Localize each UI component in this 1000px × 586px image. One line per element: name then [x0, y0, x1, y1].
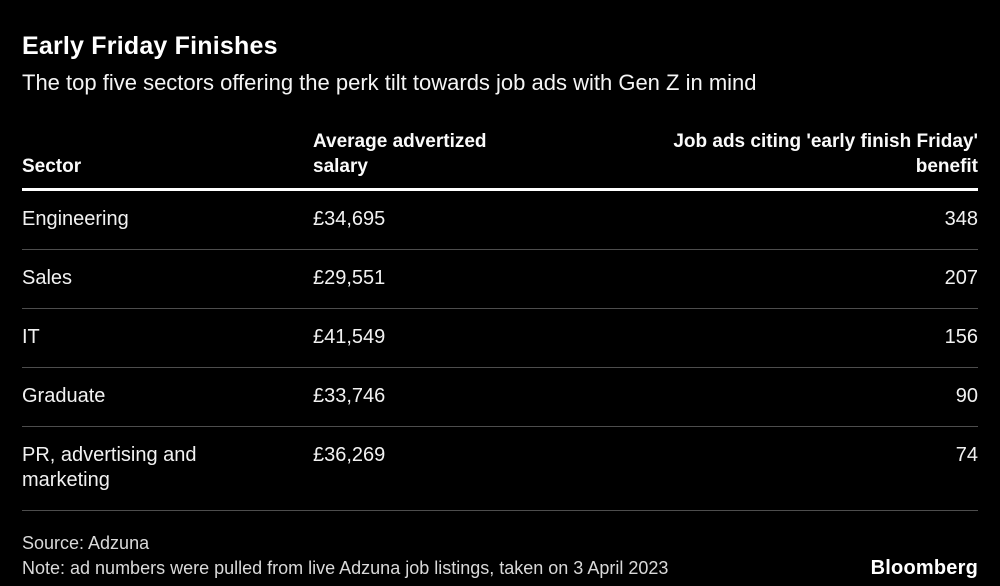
- table-row: IT £41,549 156: [22, 309, 978, 369]
- table-row: PR, advertising and marketing £36,269 74: [22, 427, 978, 512]
- header-ads: Job ads citing 'early finish Friday' ben…: [622, 129, 978, 179]
- table-row: Sales £29,551 207: [22, 250, 978, 310]
- cell-sector: IT: [22, 326, 40, 349]
- header-salary: Average advertized salary: [313, 129, 622, 179]
- page-title: Early Friday Finishes: [22, 32, 278, 60]
- cell-salary: £29,551: [313, 267, 386, 290]
- table-row: Engineering £34,695 348: [22, 191, 978, 251]
- note-text: Note: ad numbers were pulled from live A…: [22, 557, 669, 578]
- header-sector: Sector: [22, 155, 82, 177]
- cell-ads: 207: [944, 267, 978, 290]
- header-salary-line1: Average advertized: [313, 130, 487, 152]
- page-subtitle: The top five sectors offering the perk t…: [22, 69, 757, 95]
- chart-footer: Source: Adzuna Note: ad numbers were pul…: [22, 531, 978, 581]
- cell-ads: 74: [955, 444, 978, 467]
- cell-sector: Engineering: [22, 208, 129, 231]
- source-note-block: Source: Adzuna Note: ad numbers were pul…: [22, 531, 668, 581]
- cell-salary: £34,695: [313, 208, 386, 231]
- cell-salary: £41,549: [313, 326, 386, 349]
- header-salary-line2: salary: [313, 155, 368, 177]
- cell-salary: £36,269: [313, 444, 386, 467]
- header-ads-line2: benefit: [915, 155, 978, 177]
- header-ads-line1: Job ads citing 'early finish Friday': [673, 130, 978, 152]
- cell-sector: Sales: [22, 267, 73, 290]
- cell-sector: PR, advertising and marketing: [22, 444, 197, 492]
- cell-sector: Graduate: [22, 385, 106, 408]
- table-header: Sector Average advertized salary Job ads…: [22, 129, 978, 192]
- table-row: Graduate £33,746 90: [22, 368, 978, 428]
- cell-salary: £33,746: [313, 385, 386, 408]
- cell-ads: 348: [944, 208, 978, 231]
- cell-ads: 156: [944, 326, 978, 349]
- source-text: Source: Adzuna: [22, 533, 150, 554]
- cell-ads: 90: [955, 385, 978, 408]
- bloomberg-logo: Bloomberg: [870, 556, 978, 579]
